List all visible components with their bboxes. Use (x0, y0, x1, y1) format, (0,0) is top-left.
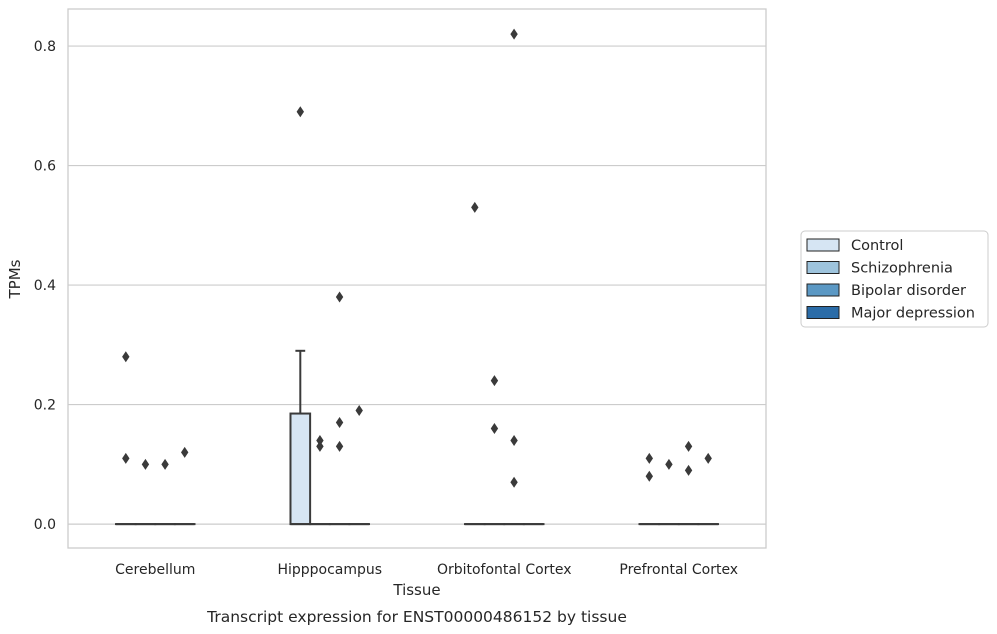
y-tick-label: 0.0 (34, 517, 56, 533)
legend-entry: Bipolar disorder (851, 283, 966, 299)
legend-entry: Control (851, 238, 903, 254)
outlier-point (122, 351, 130, 363)
y-tick-label: 0.2 (34, 398, 56, 414)
outlier-point (490, 375, 499, 387)
x-tick-label: Orbitofontal Cortex (437, 562, 572, 578)
outlier-point (684, 440, 693, 452)
legend-entry: Schizophrenia (851, 261, 953, 277)
outlier-point (122, 452, 130, 464)
outlier-point (510, 434, 518, 446)
y-tick-label: 0.8 (34, 39, 56, 55)
outlier-point (335, 291, 344, 303)
x-tick-labels: Cerebellum Hipppocampus Orbitofontal Corte… (115, 562, 738, 578)
outlier-point (161, 458, 169, 470)
outlier-point (645, 470, 654, 482)
legend-entry: Major depression (851, 306, 975, 322)
legend-swatch (806, 238, 840, 252)
x-axis-label: Tissue (392, 581, 440, 599)
outlier-point (296, 106, 305, 118)
outlier-point (141, 458, 150, 470)
box-iqr (289, 412, 312, 526)
legend-frame (800, 230, 989, 328)
box-control (289, 349, 312, 526)
x-tick-label: Prefrontal Cortex (619, 562, 738, 578)
outlier-point (510, 476, 518, 488)
x-tick-label: Cerebellum (115, 562, 195, 578)
legend-swatch (806, 306, 840, 319)
chart-caption: Transcript expression for ENST0000048615… (206, 608, 627, 626)
outlier-point (316, 434, 324, 446)
outlier-point (510, 28, 518, 40)
y-tick-label: 0.6 (34, 159, 56, 175)
box-series (114, 349, 720, 526)
outlier-point (490, 422, 499, 434)
legend: Control Schizophrenia Bipolar disorder Majo… (800, 230, 989, 328)
outlier-point (180, 446, 189, 458)
outlier-point (335, 417, 344, 429)
x-tick-label: Hipppocampus (277, 562, 382, 578)
plot-frame (67, 8, 767, 549)
y-tick-label: 0.4 (34, 278, 56, 294)
legend-swatch (806, 283, 840, 297)
outlier-point (471, 201, 479, 213)
outlier-point (335, 440, 344, 452)
outlier-point (316, 440, 324, 452)
outlier-point (704, 452, 712, 464)
outlier-point (355, 405, 363, 417)
outlier-point (645, 452, 654, 464)
y-axis-label: TPMs (6, 259, 24, 299)
outlier-point (665, 458, 673, 470)
legend-swatch (806, 261, 840, 274)
grid-lines (68, 45, 766, 525)
y-tick-labels: 0.0 0.2 0.4 0.6 0.8 (34, 39, 56, 533)
outlier-point (684, 464, 693, 476)
outlier-points (122, 28, 712, 488)
